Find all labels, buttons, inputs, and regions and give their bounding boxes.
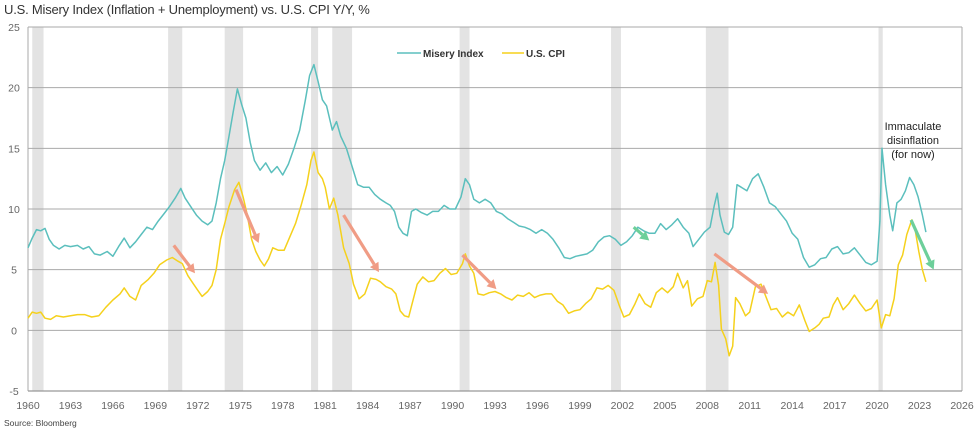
x-tick-label: 1999 [568, 400, 592, 412]
trend-arrow-head [925, 259, 935, 270]
y-tick-label: -5 [9, 386, 18, 398]
x-tick-label: 1975 [229, 400, 253, 412]
x-tick-label: 2026 [950, 400, 974, 412]
x-tick-label: 1978 [271, 400, 295, 412]
x-tick-label: 1987 [398, 400, 422, 412]
y-tick-label: 5 [11, 265, 17, 277]
legend: Misery Index U.S. CPI [397, 49, 565, 60]
annotation-arrows [172, 188, 935, 294]
annotation-line: (for now) [891, 149, 934, 161]
source-note: Source: Bloomberg [4, 418, 77, 428]
series-line-misery-index [27, 63, 927, 268]
trend-arrow-head [369, 261, 379, 273]
chart-title: U.S. Misery Index (Inflation + Unemploym… [4, 2, 370, 17]
trend-arrow [632, 225, 644, 236]
x-tick-label: 1966 [101, 400, 125, 412]
legend-label-misery-index: Misery Index [423, 49, 484, 60]
annotation-text: Immaculate disinflation (for now) [885, 121, 942, 161]
trend-arrow-head [757, 284, 769, 294]
trend-arrow [342, 214, 376, 266]
trend-arrow [713, 252, 762, 290]
series-line-u-s-cpi [27, 151, 927, 357]
y-tick-label: 10 [8, 204, 20, 216]
series-lines [27, 63, 927, 357]
trend-arrow [461, 253, 492, 284]
x-tick-label: 1960 [16, 400, 40, 412]
x-tick-label: 2005 [653, 400, 677, 412]
trend-arrow-head [250, 232, 260, 243]
trend-arrow [909, 219, 932, 263]
y-tick-label: 20 [8, 83, 20, 95]
y-tick-label: 0 [11, 325, 17, 337]
x-axis-ticks: 1960 1963 1966 1969 1972 1975 1978 1981 1984 1987… [16, 400, 974, 412]
trend-arrow [172, 244, 191, 268]
x-tick-label: 2017 [823, 400, 847, 412]
x-tick-label: 1990 [441, 400, 465, 412]
y-tick-label: 15 [8, 143, 20, 155]
y-tick-label: 25 [8, 22, 20, 34]
x-tick-label: 2002 [611, 400, 635, 412]
trend-arrow-head [486, 279, 497, 290]
x-tick-label: 1972 [186, 400, 210, 412]
x-tick-label: 2020 [865, 400, 889, 412]
x-tick-label: 2023 [908, 400, 932, 412]
x-tick-label: 1981 [314, 400, 338, 412]
legend-label-us-cpi: U.S. CPI [526, 49, 565, 60]
annotation-line: Immaculate [885, 121, 942, 133]
trend-arrow-head [639, 230, 650, 241]
annotation-line: disinflation [887, 135, 939, 147]
x-tick-label: 1969 [144, 400, 168, 412]
x-tick-label: 2008 [696, 400, 720, 412]
x-tick-label: 1984 [356, 400, 380, 412]
x-tick-label: 1963 [59, 400, 83, 412]
x-tick-label: 1996 [526, 400, 550, 412]
x-tick-label: 2011 [738, 400, 761, 412]
x-tick-label: 1993 [483, 400, 507, 412]
x-tick-label: 2014 [781, 400, 805, 412]
trend-arrow-head [185, 263, 195, 274]
y-axis-ticks: 25 20 15 10 5 0 -5 [8, 22, 20, 398]
trend-arrow [234, 188, 257, 236]
